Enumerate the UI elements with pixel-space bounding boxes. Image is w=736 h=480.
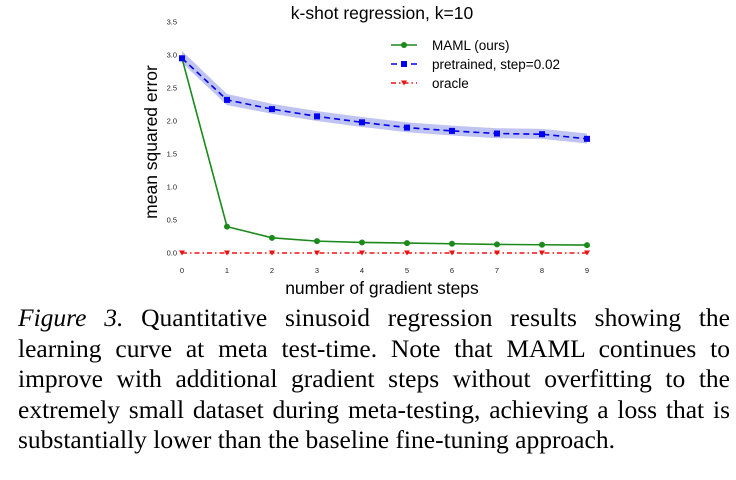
data-point — [314, 238, 320, 245]
data-point — [359, 250, 365, 256]
data-point — [404, 240, 410, 247]
data-point — [179, 250, 185, 256]
x-tick-label: 2 — [270, 266, 274, 275]
data-point — [584, 250, 590, 256]
data-point — [539, 131, 545, 138]
data-point — [269, 234, 275, 241]
x-tick-label: 6 — [450, 266, 454, 275]
chart-title: k-shot regression, k=10 — [291, 3, 474, 23]
data-point — [269, 250, 275, 256]
figure-caption: Figure 3. Quantitative sinusoid regressi… — [18, 303, 730, 456]
legend-label-1: pretrained, step=0.02 — [432, 57, 560, 72]
data-point — [494, 241, 500, 248]
data-point — [539, 241, 545, 248]
x-tick-label: 4 — [360, 266, 364, 275]
y-tick-label: 1.5 — [167, 150, 177, 159]
x-tick-label: 9 — [585, 266, 589, 275]
data-point — [224, 96, 230, 103]
data-point — [584, 135, 590, 142]
data-point — [224, 250, 230, 256]
x-tick-label: 3 — [315, 266, 319, 275]
data-point — [539, 250, 545, 256]
data-point — [224, 223, 230, 230]
caption-text: Quantitative sinusoid regression results… — [18, 303, 731, 454]
y-tick-label: 2.0 — [167, 117, 177, 126]
y-tick-label: 3.5 — [167, 18, 177, 27]
y-tick-label: 2.5 — [167, 84, 177, 93]
data-point — [494, 250, 500, 256]
caption-label: Figure 3. — [18, 303, 124, 332]
y-tick-label: 0.0 — [167, 249, 177, 258]
data-point — [179, 55, 185, 62]
data-point — [404, 124, 410, 131]
data-point — [359, 239, 365, 246]
x-axis-label: number of gradient steps — [285, 278, 479, 298]
series-line-0 — [181, 58, 588, 246]
data-point — [269, 106, 275, 113]
x-tick-label: 5 — [405, 266, 409, 275]
chart-figure: k-shot regression, k=10 0.0 0.5 1.0 1.5 2.0 2… — [141, 3, 590, 298]
y-tick-label: 0.5 — [167, 216, 177, 225]
plot-area: 0.0 0.5 1.0 1.5 2.0 2.5 3.0 3.5 0 1 2 3 4 5 6 7 8 9 — [167, 18, 590, 275]
y-tick-label: 1.0 — [167, 183, 177, 192]
data-point — [584, 242, 590, 249]
data-point — [359, 119, 365, 126]
data-point — [404, 250, 410, 256]
x-tick-label: 1 — [225, 266, 229, 275]
legend-marker — [401, 80, 407, 86]
x-tick-label: 0 — [180, 266, 184, 275]
legend: MAML (ours) pretrained, step=0.02 oracle — [391, 38, 560, 91]
y-axis-label: mean squared error — [141, 65, 161, 219]
data-point — [314, 113, 320, 120]
legend-marker — [401, 61, 407, 67]
y-tick-label: 3.0 — [167, 51, 177, 60]
data-point — [314, 250, 320, 256]
data-point — [449, 250, 455, 256]
legend-label-0: MAML (ours) — [432, 38, 510, 53]
x-tick-label: 7 — [495, 266, 499, 275]
data-point — [449, 240, 455, 247]
data-point — [494, 130, 500, 137]
series-line-1 — [181, 57, 588, 140]
legend-label-2: oracle — [432, 76, 469, 91]
data-point — [449, 127, 455, 134]
x-tick-label: 8 — [540, 266, 544, 275]
legend-marker — [401, 42, 407, 48]
